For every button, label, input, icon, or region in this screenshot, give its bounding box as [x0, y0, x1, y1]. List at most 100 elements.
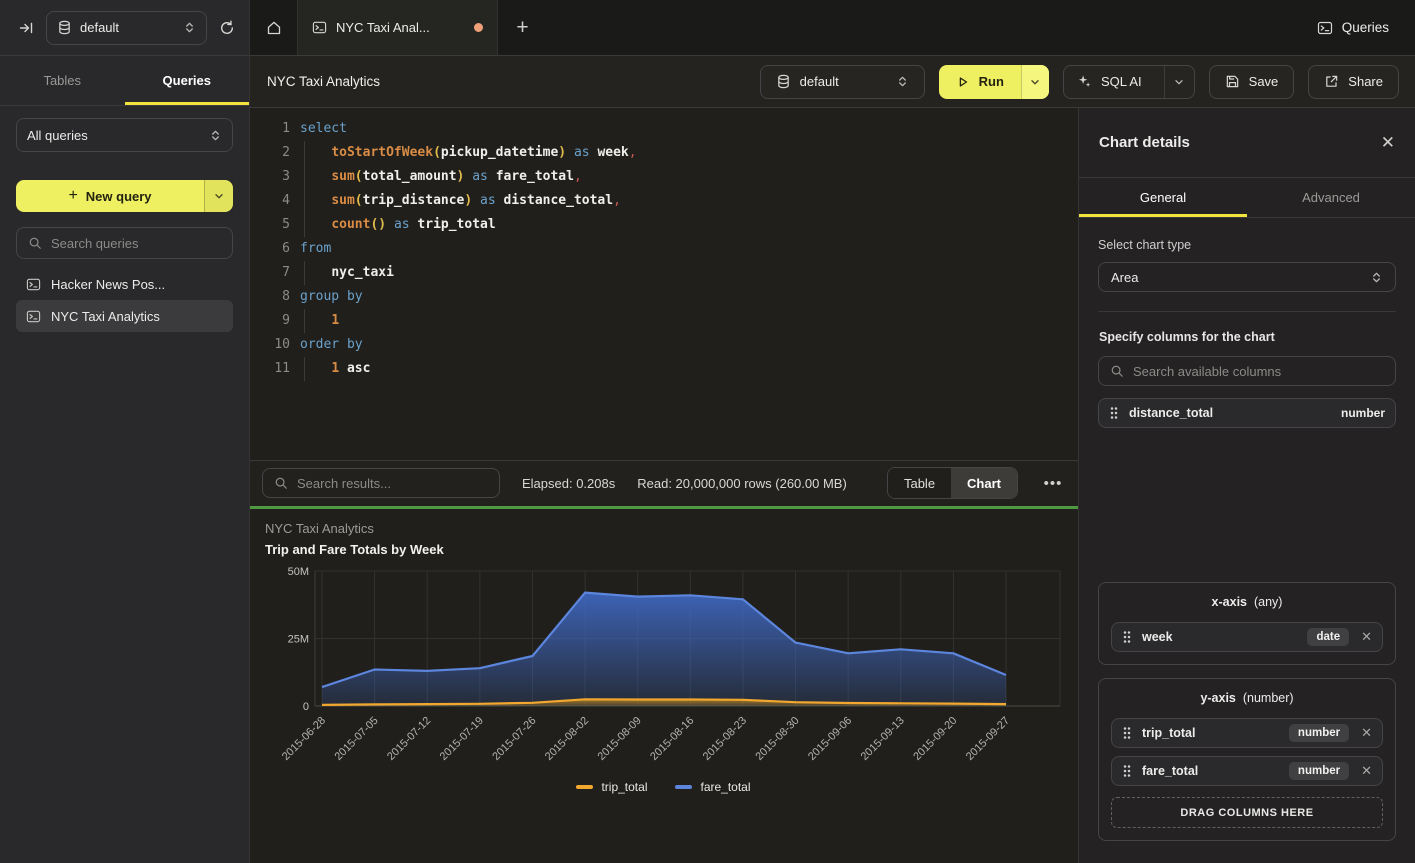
tab-tables[interactable]: Tables [0, 56, 125, 105]
query-list-item[interactable]: NYC Taxi Analytics [16, 300, 233, 332]
query-list-item[interactable]: Hacker News Pos... [16, 268, 233, 300]
code-line[interactable]: 1 asc [300, 357, 637, 381]
chevron-updown-icon [896, 75, 909, 88]
column-name: trip_total [1142, 726, 1195, 740]
drag-handle-icon[interactable] [1109, 406, 1119, 420]
close-icon[interactable]: ✕ [1381, 133, 1395, 153]
query-item-label: NYC Taxi Analytics [51, 309, 160, 324]
database-selector[interactable]: default [46, 11, 207, 45]
drop-zone[interactable]: DRAG COLUMNS HERE [1111, 797, 1383, 828]
remove-column-icon[interactable]: ✕ [1361, 763, 1372, 779]
database-selector[interactable]: default [760, 65, 925, 99]
chart-type-label: Select chart type [1098, 238, 1396, 252]
legend-item-fare_total[interactable]: fare_total [675, 780, 750, 794]
save-button[interactable]: Save [1209, 65, 1295, 99]
code-line[interactable]: order by [300, 333, 637, 357]
new-tab-button[interactable]: + [498, 0, 547, 55]
query-item-label: Hacker News Pos... [51, 277, 165, 292]
svg-text:0: 0 [303, 701, 309, 713]
svg-text:2015-08-30: 2015-08-30 [753, 714, 801, 762]
remove-column-icon[interactable]: ✕ [1361, 725, 1372, 741]
tab-general[interactable]: General [1079, 178, 1247, 217]
queries-button-label: Queries [1342, 20, 1389, 35]
run-label: Run [979, 74, 1004, 89]
code-line[interactable]: group by [300, 285, 637, 309]
more-options-button[interactable]: ••• [1040, 475, 1066, 492]
column-name: week [1142, 630, 1173, 644]
chevron-updown-icon [183, 21, 196, 34]
query-tab[interactable]: NYC Taxi Anal... [297, 0, 498, 55]
run-dropdown[interactable] [1021, 65, 1049, 99]
query-list: Hacker News Pos... NYC Taxi Analytics [16, 268, 233, 332]
queries-button[interactable]: Queries [1317, 20, 1389, 36]
code-line[interactable]: sum(total_amount) as fare_total, [300, 165, 637, 189]
search-icon [274, 476, 288, 490]
tab-advanced[interactable]: Advanced [1247, 178, 1415, 217]
code-line[interactable]: toStartOfWeek(pickup_datetime) as week, [300, 141, 637, 165]
svg-text:50M: 50M [288, 566, 309, 578]
new-query-dropdown[interactable] [204, 180, 233, 212]
chart-view-button[interactable]: Chart [951, 468, 1017, 498]
legend-label: trip_total [601, 780, 647, 794]
drag-handle-icon[interactable] [1122, 630, 1132, 644]
svg-text:2015-07-26: 2015-07-26 [490, 714, 538, 762]
column-row-fare_total[interactable]: fare_totalnumber✕ [1111, 756, 1383, 786]
sql-ai-dropdown[interactable] [1164, 66, 1194, 98]
column-row-distance_total[interactable]: distance_total number [1098, 398, 1396, 428]
sidebar: Tables Queries All queries + New query [0, 56, 250, 863]
search-queries-box [16, 227, 233, 259]
area-chart[interactable]: 025M50M2015-06-282015-07-052015-07-12201… [265, 565, 1062, 778]
search-columns-input[interactable] [1133, 364, 1384, 379]
line-number: 10 [250, 333, 290, 357]
run-button-main[interactable]: Run [939, 65, 1021, 99]
sql-ai-main[interactable]: SQL AI [1064, 66, 1155, 98]
share-button[interactable]: Share [1308, 65, 1399, 99]
home-button[interactable] [250, 0, 297, 55]
line-number: 6 [250, 237, 290, 261]
code-line[interactable]: select [300, 117, 637, 141]
legend-swatch [675, 785, 692, 789]
column-type: number [1341, 406, 1385, 420]
column-row-trip_total[interactable]: trip_totalnumber✕ [1111, 718, 1383, 748]
database-value: default [800, 74, 839, 89]
search-queries-input[interactable] [51, 236, 221, 251]
sql-code[interactable]: select toStartOfWeek(pickup_datetime) as… [290, 117, 637, 460]
remove-column-icon[interactable]: ✕ [1361, 629, 1372, 645]
all-queries-select[interactable]: All queries [16, 118, 233, 152]
svg-text:25M: 25M [288, 633, 309, 645]
new-query-main[interactable]: + New query [16, 180, 204, 212]
code-line[interactable]: from [300, 237, 637, 261]
line-number: 9 [250, 309, 290, 333]
code-line[interactable]: 1 [300, 309, 637, 333]
area-chart-svg: 025M50M2015-06-282015-07-052015-07-12201… [265, 565, 1065, 778]
run-button[interactable]: Run [939, 65, 1049, 99]
column-row-week[interactable]: weekdate✕ [1111, 622, 1383, 652]
column-name: distance_total [1129, 406, 1213, 420]
code-line[interactable]: count() as trip_total [300, 213, 637, 237]
save-icon [1225, 74, 1240, 89]
sql-editor[interactable]: 1234567891011 select toStartOfWeek(picku… [250, 108, 1078, 460]
chart-details-tabs: General Advanced [1079, 178, 1415, 218]
refresh-icon[interactable] [219, 20, 235, 36]
drag-handle-icon[interactable] [1122, 726, 1132, 740]
code-line[interactable]: sum(trip_distance) as distance_total, [300, 189, 637, 213]
all-queries-value: All queries [27, 128, 88, 143]
search-results-input[interactable] [297, 476, 488, 491]
legend-item-trip_total[interactable]: trip_total [576, 780, 647, 794]
svg-text:2015-07-19: 2015-07-19 [438, 714, 486, 762]
svg-text:2015-06-28: 2015-06-28 [280, 714, 328, 762]
code-line[interactable]: nyc_taxi [300, 261, 637, 285]
content: Tables Queries All queries + New query [0, 56, 1415, 863]
new-query-button[interactable]: + New query [16, 180, 233, 212]
view-toggle: Table Chart [887, 467, 1018, 499]
sparkles-icon [1077, 74, 1092, 89]
chart-type-select[interactable]: Area [1098, 262, 1396, 292]
table-view-button[interactable]: Table [888, 468, 951, 498]
query-title: NYC Taxi Analytics [267, 74, 380, 89]
sql-ai-button[interactable]: SQL AI [1063, 65, 1195, 99]
drag-handle-icon[interactable] [1122, 764, 1132, 778]
tab-queries[interactable]: Queries [125, 56, 250, 105]
sql-ai-label: SQL AI [1101, 74, 1142, 89]
collapse-sidebar-icon[interactable] [18, 20, 34, 36]
terminal-icon [312, 20, 327, 35]
